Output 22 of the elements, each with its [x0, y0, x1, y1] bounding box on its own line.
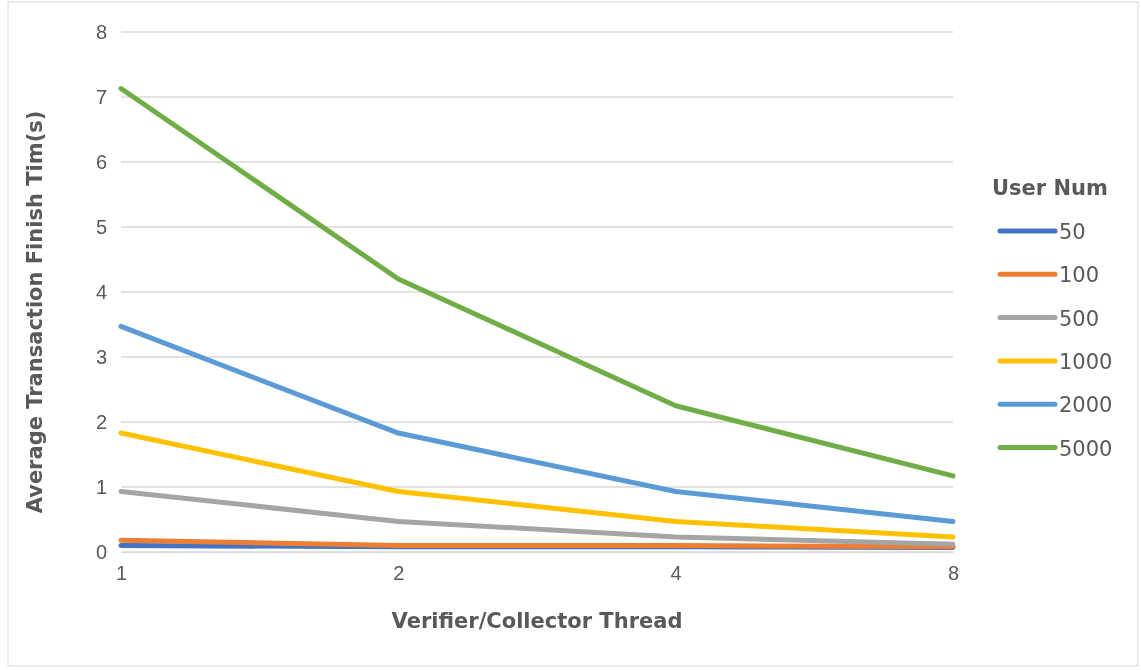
legend-title: User Num: [992, 176, 1108, 200]
legend-label: 50: [1059, 220, 1086, 244]
x-tick-label: 8: [947, 562, 960, 585]
y-tick-label: 3: [95, 345, 107, 368]
legend-label: 500: [1059, 306, 1100, 331]
x-axis-title: Verifier/Collector Thread: [391, 609, 683, 633]
y-axis-title: Average Transaction Finish Tim(s): [23, 110, 47, 514]
y-tick-label: 2: [95, 410, 107, 433]
legend-label: 1000: [1059, 349, 1113, 374]
y-tick-label: 6: [95, 150, 107, 173]
y-tick-label: 0: [95, 540, 107, 563]
legend-label: 2000: [1059, 393, 1113, 418]
y-tick-label: 1: [95, 475, 107, 498]
legend-label: 100: [1059, 263, 1100, 288]
x-tick-label: 1: [115, 562, 128, 585]
x-tick-label: 2: [393, 562, 405, 585]
y-tick-label: 8: [95, 20, 107, 43]
y-tick-label: 7: [95, 85, 107, 108]
x-tick-label: 4: [670, 562, 682, 585]
y-tick-label: 4: [95, 280, 107, 303]
legend-label: 5000: [1059, 436, 1113, 461]
y-tick-label: 5: [95, 215, 107, 238]
